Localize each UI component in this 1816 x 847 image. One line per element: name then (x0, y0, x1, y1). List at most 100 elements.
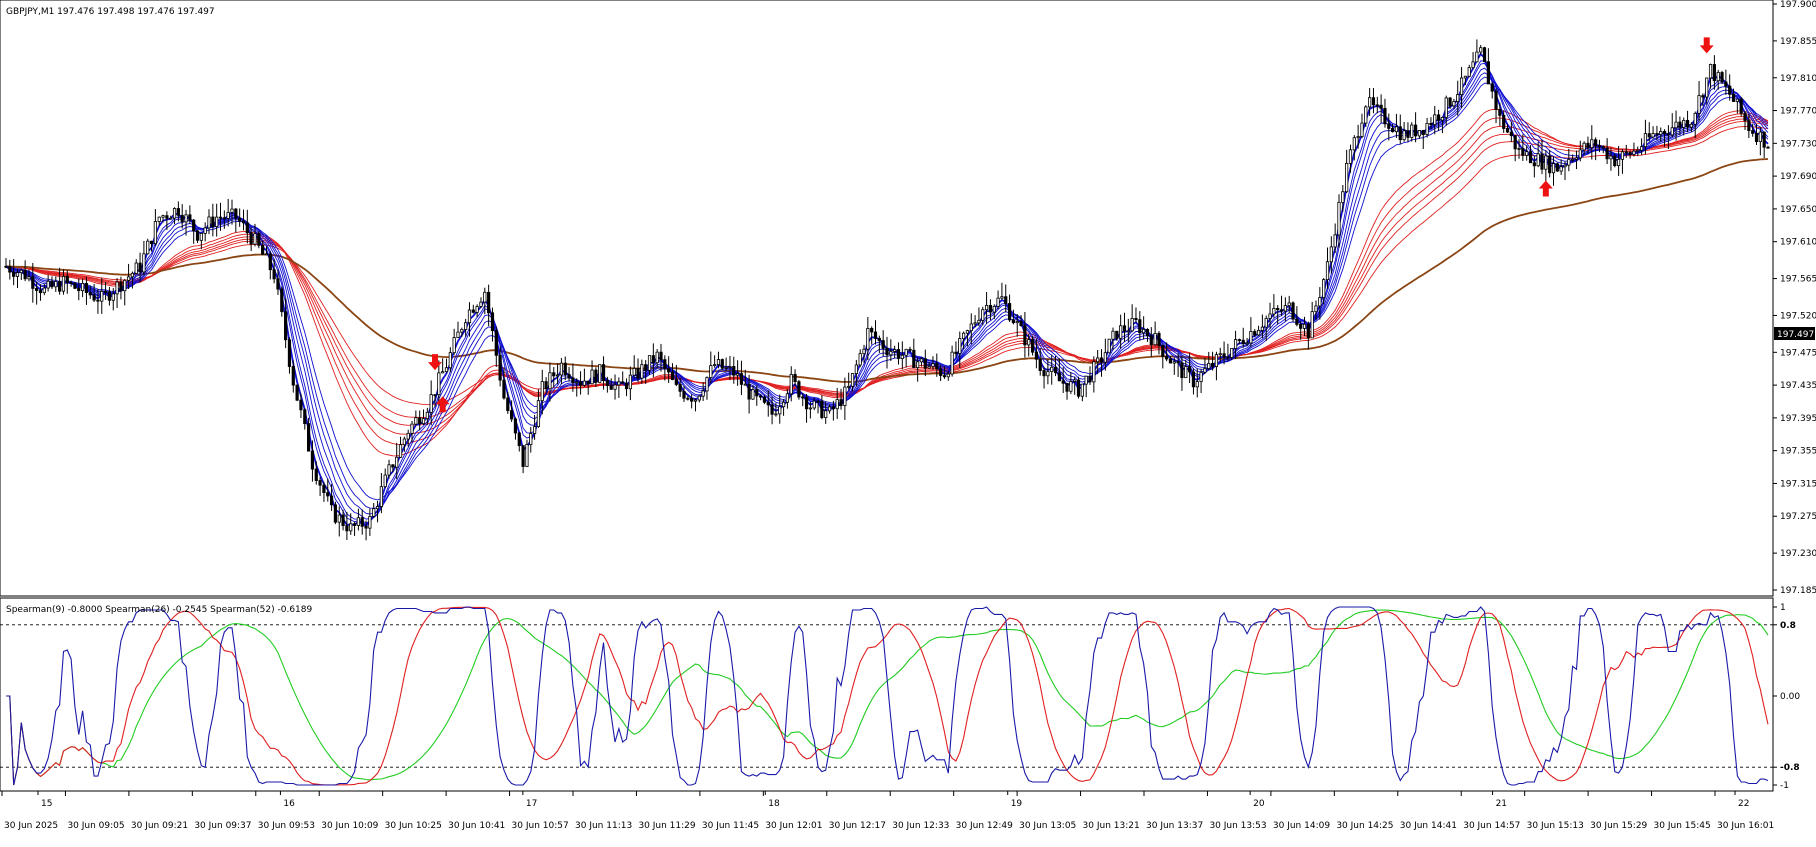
candle (1287, 295, 1291, 314)
candle-body (804, 397, 809, 410)
candle-body (969, 323, 973, 332)
candle (736, 360, 740, 386)
candle-body (1019, 321, 1023, 327)
candle-body (487, 291, 491, 314)
candle-body (1279, 309, 1284, 312)
candle-body (467, 309, 472, 324)
candle (743, 369, 747, 386)
candle-body (1188, 366, 1192, 373)
candle (1708, 63, 1713, 89)
candle-body (1314, 305, 1318, 313)
candle-body (552, 372, 556, 377)
candle-body (203, 227, 207, 234)
candle-body (1758, 131, 1762, 142)
buy-arrow-icon (1538, 180, 1553, 197)
candle (893, 345, 897, 359)
candle-body (27, 276, 31, 280)
candle-body (1180, 362, 1184, 379)
candle (1099, 349, 1104, 377)
time-tick-label: 30 Jun 10:57 (512, 821, 569, 831)
candle-body (172, 208, 177, 219)
candle (1276, 305, 1280, 325)
candle (1406, 122, 1410, 143)
candle-body (96, 299, 100, 302)
candle (65, 270, 69, 294)
candle (716, 351, 721, 369)
candle-body (1130, 317, 1134, 332)
candle-body (1716, 72, 1720, 82)
candle (31, 262, 35, 303)
candle (1494, 88, 1498, 124)
candle-body (1030, 339, 1035, 353)
candle (1264, 315, 1268, 341)
candle (1375, 96, 1379, 114)
candle-body (1620, 151, 1625, 160)
candle-body (1149, 335, 1153, 346)
candle-body (954, 351, 958, 354)
candle (751, 385, 755, 400)
candle (1279, 295, 1284, 316)
candle-body (667, 368, 671, 373)
candle-body (716, 359, 721, 365)
candle (881, 330, 885, 357)
candle (1716, 69, 1720, 90)
candle-body (1567, 159, 1571, 166)
candle (644, 360, 648, 384)
candle (931, 356, 935, 371)
candle (870, 326, 874, 345)
candle (762, 395, 767, 405)
candle (1233, 330, 1238, 359)
candle-body (356, 517, 361, 526)
candle-body (1494, 90, 1498, 110)
candle (1329, 236, 1333, 274)
candle-body (1601, 146, 1605, 149)
candle (686, 395, 690, 401)
candle-body (571, 377, 575, 383)
candle (613, 374, 617, 400)
candle (479, 297, 483, 309)
time-tick-label: 30 Jun 12:33 (892, 821, 949, 831)
candle (433, 394, 437, 408)
candle (1659, 127, 1663, 142)
candle-body (540, 381, 544, 402)
candle (758, 394, 763, 401)
candle-body (184, 214, 188, 223)
candle-body (663, 359, 667, 369)
candle (215, 203, 219, 237)
candle-body (578, 381, 583, 386)
candle (326, 478, 330, 502)
candle-body (1138, 319, 1142, 334)
candle (169, 215, 173, 220)
candle-body (739, 373, 744, 385)
candle-body (142, 253, 146, 273)
candle (517, 432, 521, 452)
candle-body (1456, 94, 1460, 102)
candle-body (161, 215, 165, 218)
candle (724, 357, 728, 372)
candle-body (1402, 130, 1406, 141)
candle-body (1157, 332, 1161, 346)
time-tick-label: 30 Jun 13:53 (1209, 821, 1266, 831)
candle (939, 365, 943, 382)
candle (425, 407, 429, 426)
candle (621, 371, 625, 384)
candle (88, 286, 92, 299)
candle-body (1414, 124, 1418, 137)
candle (1467, 64, 1471, 78)
candle (1107, 338, 1111, 354)
time-tick-label: 30 Jun 09:37 (194, 821, 251, 831)
candle (923, 349, 927, 377)
candle-body (81, 282, 85, 292)
candle-body (1479, 47, 1483, 53)
candles[interactable] (4, 39, 1770, 541)
candle (969, 313, 973, 345)
candle (766, 390, 770, 417)
candle-body (314, 468, 318, 481)
time-tick-label: 30 Jun 2025 (4, 821, 58, 831)
candle-body (372, 508, 376, 517)
price-tick-label: 197.435 (1780, 381, 1816, 391)
candle-body (962, 332, 966, 339)
candle-body (1210, 363, 1215, 367)
candle (287, 337, 292, 374)
candle-body (1731, 93, 1736, 102)
